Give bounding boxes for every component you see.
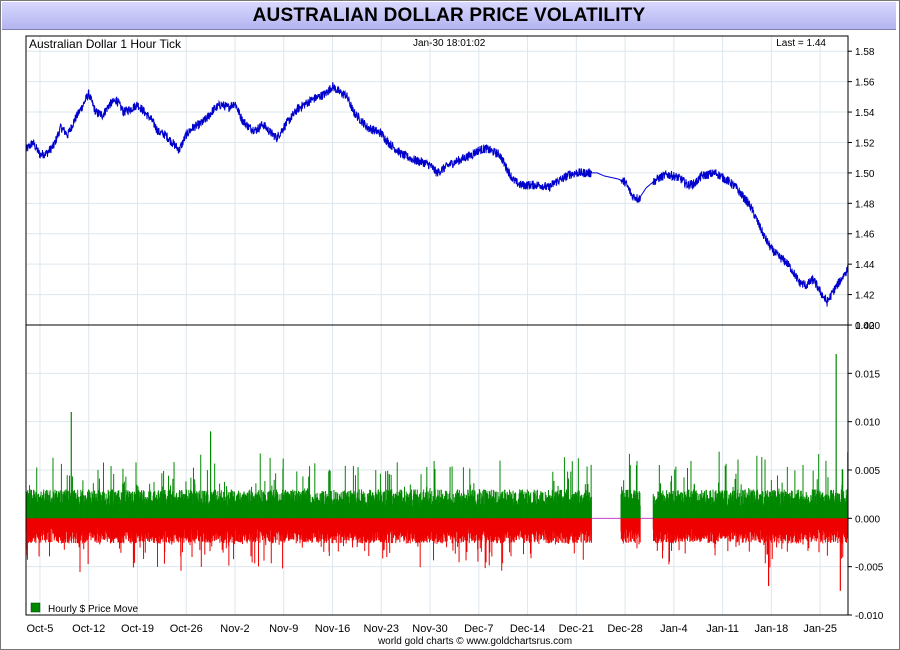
title-bar: AUSTRALIAN DOLLAR PRICE VOLATILITY [2, 2, 896, 30]
chart-title: AUSTRALIAN DOLLAR PRICE VOLATILITY [252, 5, 646, 26]
volatility-bars [25, 354, 849, 591]
